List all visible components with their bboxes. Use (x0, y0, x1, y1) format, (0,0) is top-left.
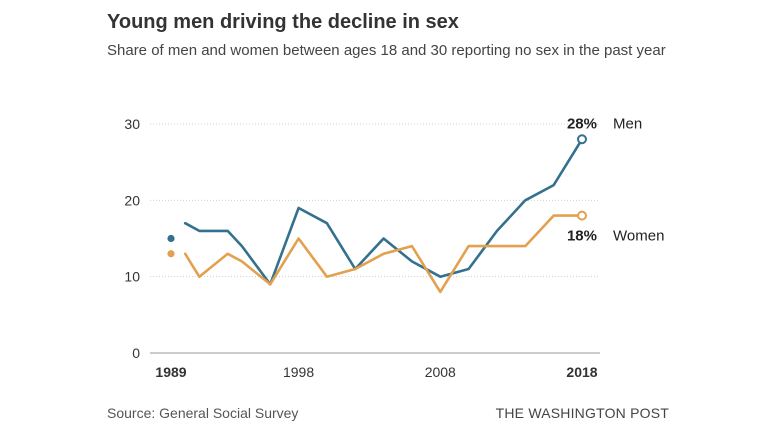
chart-subtitle: Share of men and women between ages 18 a… (107, 42, 666, 59)
x-tick-label-2008: 2008 (425, 364, 456, 380)
source-note: Source: General Social Survey (107, 405, 299, 421)
y-tick-label-0: 0 (132, 345, 140, 361)
men-start-point (167, 234, 175, 243)
y-tick-label-20: 20 (124, 192, 140, 208)
women-legend-label: Women (613, 228, 664, 245)
x-tick-label-2018: 2018 (566, 364, 597, 380)
publisher-credit: THE WASHINGTON POST (495, 405, 669, 421)
y-tick-label-30: 30 (124, 116, 140, 132)
women-end-point (577, 210, 587, 221)
y-tick-label-10: 10 (124, 269, 140, 285)
women-end-value-label: 18% (567, 228, 597, 245)
chart-title: Young men driving the decline in sex (107, 11, 459, 33)
men-end-value-label: 28% (567, 115, 597, 132)
x-tick-label-1989: 1989 (155, 364, 186, 380)
women-start-point (167, 250, 175, 258)
men-end-point (577, 134, 587, 145)
men-series-line (183, 138, 584, 286)
x-tick-label-1998: 1998 (283, 364, 314, 380)
women-series-line (183, 214, 584, 294)
men-legend-label: Men (613, 115, 642, 132)
